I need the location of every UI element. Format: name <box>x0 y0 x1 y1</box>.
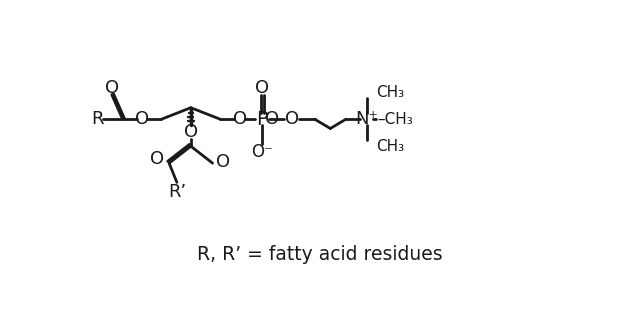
Text: O: O <box>150 149 164 167</box>
Text: CH₃: CH₃ <box>376 85 404 100</box>
Text: O: O <box>232 110 246 128</box>
Text: O: O <box>285 110 299 128</box>
Text: R: R <box>91 110 103 128</box>
Text: R’: R’ <box>168 183 186 201</box>
Text: O: O <box>135 110 149 128</box>
Text: O: O <box>216 153 230 171</box>
Text: CH₃: CH₃ <box>376 139 404 154</box>
Text: R, R’ = fatty acid residues: R, R’ = fatty acid residues <box>197 244 443 263</box>
Text: O: O <box>265 110 279 128</box>
Text: O⁻: O⁻ <box>252 143 273 161</box>
Text: O: O <box>105 79 119 98</box>
Text: N⁺: N⁺ <box>355 110 378 128</box>
Text: O: O <box>184 123 198 140</box>
Text: –CH₃: –CH₃ <box>378 112 413 127</box>
Text: P: P <box>256 110 268 129</box>
Text: O: O <box>255 79 269 97</box>
